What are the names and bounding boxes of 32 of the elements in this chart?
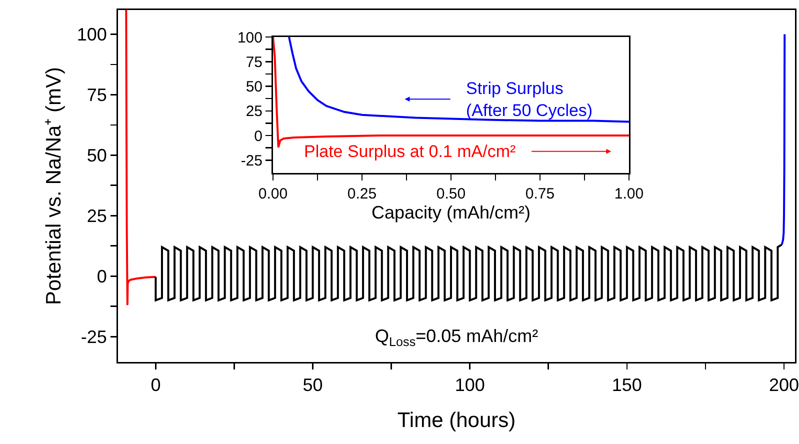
line-series (154, 244, 783, 302)
x-tick-label: 200 (768, 375, 799, 396)
y-tick-label: 75 (246, 54, 262, 71)
y-tick-label: 25 (86, 206, 107, 226)
y-tick-label: 0 (96, 266, 107, 286)
x-tick-label: 0.50 (436, 186, 466, 202)
x-tick-label: 0.25 (347, 186, 377, 202)
x-tick-label: 50 (302, 375, 323, 396)
y-tick-label: 75 (86, 84, 107, 105)
y-tick-label: 50 (246, 78, 262, 96)
line-series (125, 10, 157, 306)
x-tick-label: 100 (454, 375, 485, 396)
legend-label: Strip Surplus (After 50 Cycles) (466, 79, 593, 120)
y-tick-label: 50 (86, 145, 107, 166)
y-tick-label: 25 (246, 103, 262, 120)
line-series (288, 37, 629, 123)
x-tick-label: 0.00 (258, 186, 288, 202)
y-axis-title: Potential vs. Na/Na⁺ (mV) (42, 66, 66, 306)
x-tick-label: 0.75 (525, 186, 555, 202)
x-tick-label: 150 (612, 375, 642, 396)
y-tick-label: 100 (237, 29, 262, 46)
y-tick-label: 100 (76, 24, 107, 44)
x-axis-title: Time (hours) (397, 409, 516, 432)
x-axis-title: Capacity (mAh/cm²) (371, 202, 531, 222)
series-label: Plate Surplus at 0.1 mA/cm² (304, 142, 516, 161)
y-tick-label: -25 (240, 152, 262, 170)
y-tick-label: 0 (254, 128, 262, 145)
line-series (780, 33, 786, 246)
annotation: Q$_{Loss}$=0.05 mAh/cm² (375, 326, 538, 349)
y-tick-label: -25 (80, 326, 107, 347)
x-tick-label: 1.00 (614, 186, 644, 202)
x-tick-label: 0 (150, 375, 161, 396)
